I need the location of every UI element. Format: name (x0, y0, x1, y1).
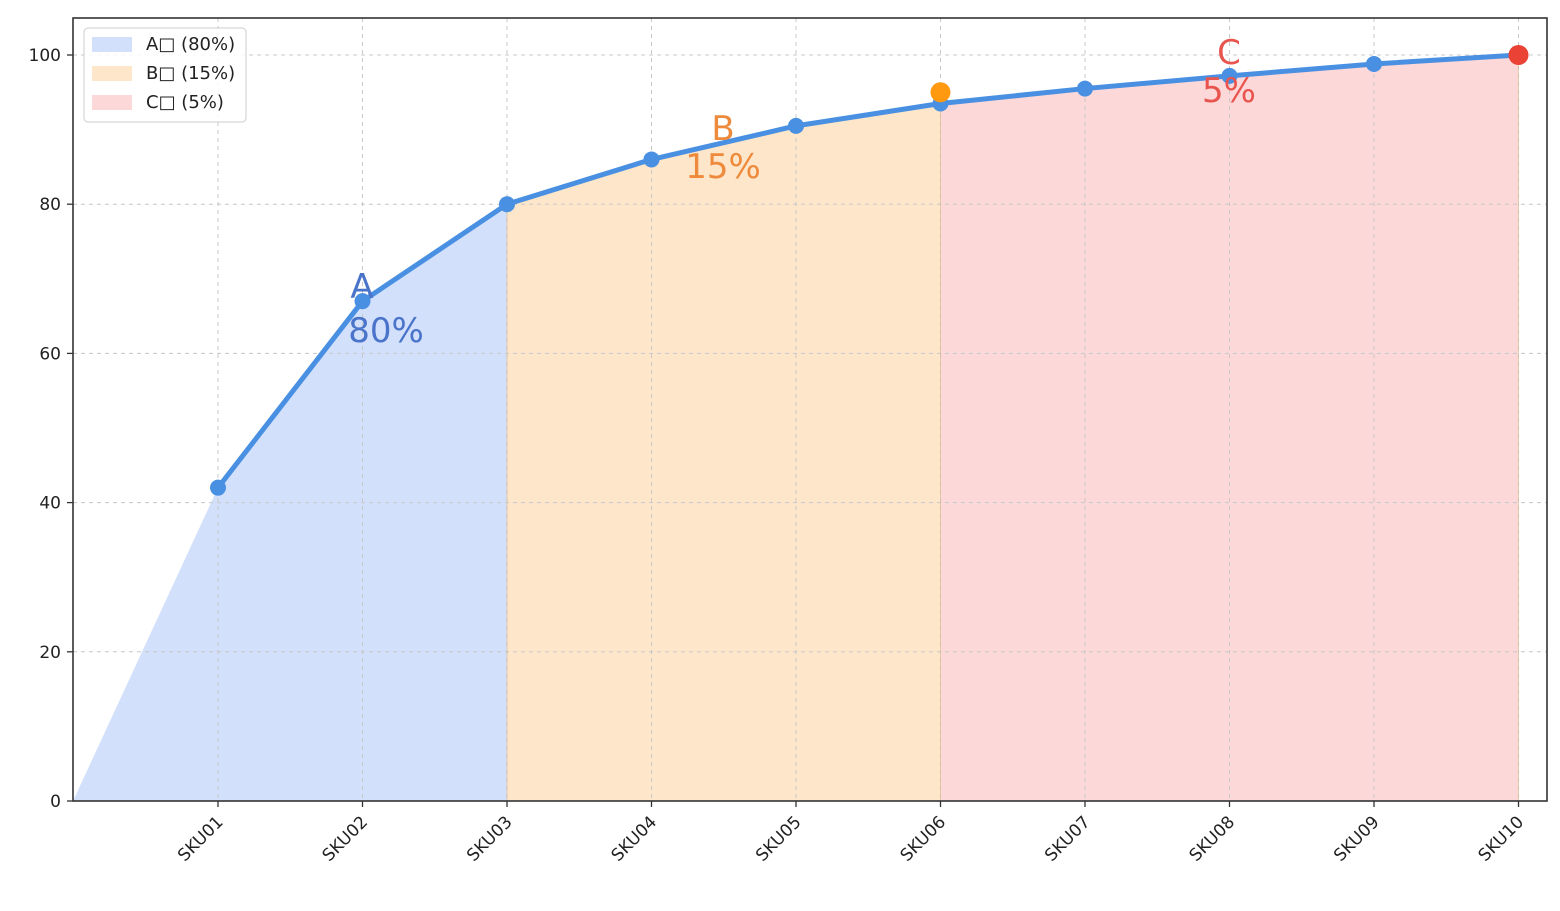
zone-percent-a: 80% (348, 311, 424, 351)
data-point (1366, 55, 1382, 72)
series-line (216, 52, 1519, 490)
y-axis: 0 20 40 60 80 100 (29, 46, 73, 812)
zone-letter-a: A (350, 267, 373, 307)
x-tick-label: SKU05 (752, 812, 805, 865)
highlight-point (930, 82, 951, 103)
legend-label: A□ (80%) (146, 34, 235, 55)
legend-label: C□ (5%) (146, 92, 224, 113)
legend: A□ (80%) B□ (15%) C□ (5%) (83, 27, 247, 123)
x-tick-label: SKU08 (1186, 812, 1239, 865)
zone-percent-c: 5% (1202, 71, 1256, 111)
data-point (1221, 67, 1238, 84)
legend-label: B□ (15%) (146, 63, 235, 84)
y-tick-label: 60 (39, 344, 61, 364)
y-tick-label: 0 (50, 792, 61, 812)
zone-labels: A80% B15% C5% (348, 33, 1256, 351)
grid (73, 18, 1547, 802)
y-tick-label: 80 (39, 195, 61, 215)
x-tick-label: SKU06 (897, 812, 950, 865)
highlight-point (1508, 45, 1529, 65)
y-tick-label: 100 (29, 46, 61, 66)
x-tick-label: SKU09 (1330, 812, 1383, 865)
x-tick-label: SKU10 (1475, 812, 1528, 865)
zone-percent-b: 15% (685, 147, 761, 187)
zone-letter-c: C (1217, 33, 1241, 73)
zone-letter-b: B (711, 109, 734, 149)
x-axis: SKU01 SKU02 SKU03 SKU04 SKU05 SKU06 SKU07 SKU08… (174, 801, 1528, 866)
data-point (643, 151, 660, 168)
x-tick-label: SKU03 (463, 812, 516, 865)
x-tick-label: SKU07 (1041, 812, 1094, 865)
cumulative-series (210, 45, 1529, 496)
x-tick-label: SKU02 (319, 812, 372, 865)
data-point (210, 479, 226, 496)
data-point (499, 196, 515, 213)
legend-swatch (92, 37, 132, 52)
plot-frame (72, 17, 1548, 802)
data-point (354, 293, 371, 310)
zone-area-b (507, 103, 941, 802)
y-tick-label: 20 (39, 643, 61, 663)
x-tick-label: SKU04 (608, 812, 661, 865)
y-tick-label: 40 (39, 494, 61, 514)
data-point (1077, 80, 1093, 97)
legend-swatch (92, 66, 132, 81)
legend-swatch (92, 95, 132, 110)
x-tick-label: SKU01 (174, 812, 227, 865)
data-point (788, 117, 804, 134)
